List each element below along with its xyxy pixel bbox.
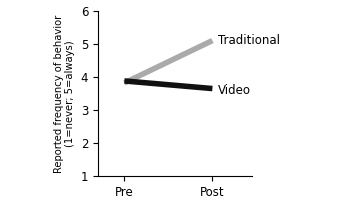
Text: Traditional: Traditional <box>218 34 280 47</box>
Y-axis label: Reported frequency of behavior
(1=never; 5=always): Reported frequency of behavior (1=never;… <box>54 14 75 173</box>
Text: Video: Video <box>218 84 251 97</box>
